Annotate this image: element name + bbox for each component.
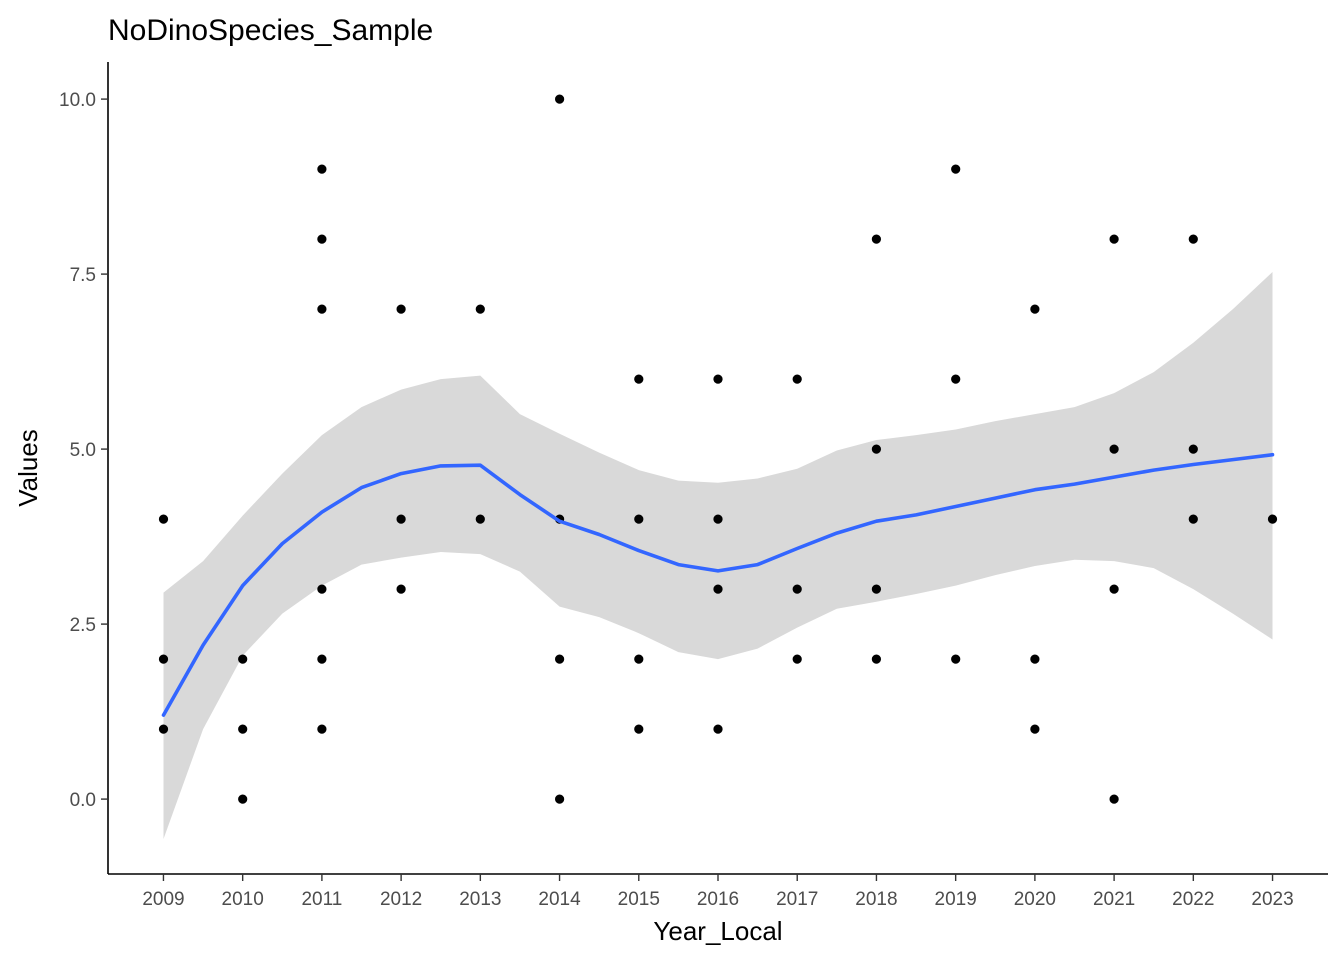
data-point: [1267, 514, 1278, 524]
x-tick-label: 2014: [538, 889, 581, 910]
data-point: [317, 234, 327, 244]
chart-title: NoDinoSpecies_Sample: [108, 14, 433, 47]
data-point: [555, 794, 565, 804]
data-point: [634, 724, 644, 734]
data-point: [1188, 514, 1198, 524]
data-point: [1188, 234, 1198, 244]
data-point: [238, 654, 248, 664]
x-tick-label: 2011: [301, 889, 342, 910]
y-tick-label: 0.0: [70, 790, 96, 811]
confidence-band: [163, 272, 1273, 839]
y-tick-label: 5.0: [70, 440, 96, 461]
x-tick-label: 2020: [1014, 889, 1056, 910]
data-point: [317, 724, 327, 734]
data-point: [1109, 234, 1119, 244]
data-point: [475, 304, 485, 314]
x-tick-label: 2016: [697, 889, 739, 910]
data-point: [634, 654, 644, 664]
data-point: [1109, 444, 1119, 454]
y-axis-ticks: 0.0 2.5 5.0 7.5 10.0: [59, 90, 108, 811]
data-point: [1109, 794, 1119, 804]
data-point: [713, 584, 723, 594]
data-point: [555, 654, 565, 664]
data-point: [1030, 304, 1040, 314]
data-point: [1030, 724, 1040, 734]
x-axis-ticks: 2009 2010 2011 2012 2013 2014 2015 2016 2017 2018…: [142, 874, 1294, 910]
x-tick-label: 2015: [618, 889, 660, 910]
confidence-band-area: [163, 272, 1273, 839]
data-point: [317, 584, 327, 594]
data-point: [951, 164, 961, 174]
smooth-line: [161, 452, 1275, 717]
data-point: [1109, 584, 1119, 594]
data-point: [317, 654, 327, 664]
data-point: [317, 304, 327, 314]
x-tick-label: 2023: [1251, 889, 1293, 910]
data-point: [396, 304, 406, 314]
data-point: [1030, 654, 1040, 664]
smooth-fit: [161, 452, 1275, 717]
data-point: [713, 514, 723, 524]
x-tick-label: 2021: [1093, 889, 1135, 910]
y-tick-label: 10.0: [59, 90, 96, 111]
data-point: [871, 444, 882, 454]
data-point: [792, 654, 802, 664]
y-tick-label: 2.5: [70, 615, 96, 636]
x-tick-label: 2019: [935, 889, 977, 910]
data-point: [951, 654, 961, 664]
data-point: [158, 724, 169, 734]
x-tick-label: 2009: [142, 889, 184, 910]
data-points: [158, 94, 1278, 804]
data-point: [396, 584, 406, 594]
data-point: [475, 514, 485, 524]
data-point: [792, 584, 802, 594]
data-point: [713, 724, 723, 734]
data-point: [396, 514, 406, 524]
data-point: [871, 654, 882, 664]
data-point: [951, 374, 961, 384]
data-point: [871, 234, 882, 244]
x-axis-title: Year_Local: [653, 916, 782, 946]
y-tick-label: 7.5: [70, 265, 96, 286]
x-tick-label: 2013: [459, 889, 501, 910]
x-tick-label: 2012: [380, 889, 422, 910]
x-tick-label: 2010: [222, 889, 264, 910]
data-point: [1188, 444, 1198, 454]
data-point: [238, 794, 248, 804]
data-point: [713, 374, 723, 384]
x-tick-label: 2017: [776, 889, 818, 910]
data-point: [317, 164, 327, 174]
data-point: [238, 724, 248, 734]
data-point: [792, 374, 802, 384]
data-point: [634, 374, 644, 384]
data-point: [158, 514, 169, 524]
data-point: [158, 654, 169, 664]
x-tick-label: 2022: [1172, 889, 1214, 910]
data-point: [555, 94, 565, 104]
data-point: [871, 584, 882, 594]
data-point: [634, 514, 644, 524]
x-tick-label: 2018: [855, 889, 897, 910]
y-axis-title: Values: [13, 429, 43, 507]
